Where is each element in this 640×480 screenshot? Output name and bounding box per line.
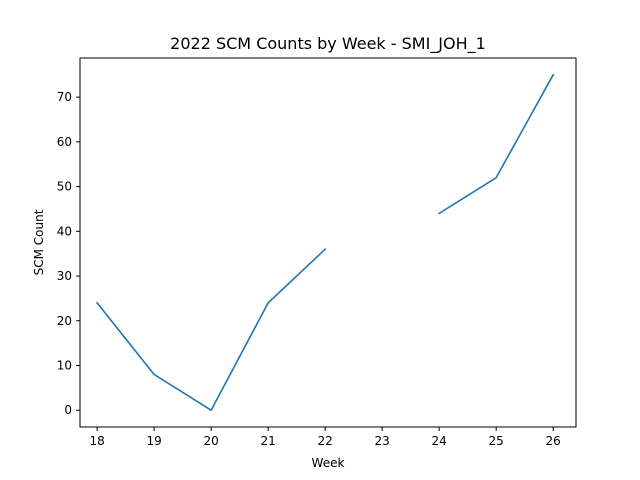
x-tick-label: 18 bbox=[89, 434, 104, 448]
y-axis-label: SCM Count bbox=[32, 209, 46, 275]
axes-frame bbox=[79, 57, 577, 428]
series-line-segment bbox=[438, 73, 555, 215]
y-tick-label: 60 bbox=[57, 135, 72, 149]
plot-area bbox=[95, 73, 555, 412]
x-tick-label: 24 bbox=[432, 434, 447, 448]
y-tick-label: 20 bbox=[57, 314, 72, 328]
y-tick-label: 70 bbox=[57, 90, 72, 104]
series-line-segment bbox=[95, 248, 327, 412]
x-axis-label: Week bbox=[312, 456, 345, 470]
y-tick-label: 30 bbox=[57, 269, 72, 283]
x-tick-label: 23 bbox=[375, 434, 390, 448]
x-tick-label: 26 bbox=[546, 434, 561, 448]
x-tick-label: 21 bbox=[260, 434, 275, 448]
y-axis: 0 10 20 30 40 50 60 70 bbox=[57, 90, 80, 417]
x-tick-label: 22 bbox=[318, 434, 333, 448]
chart-title: 2022 SCM Counts by Week - SMI_JOH_1 bbox=[170, 34, 486, 54]
y-tick-label: 40 bbox=[57, 224, 72, 238]
x-tick-label: 25 bbox=[489, 434, 504, 448]
y-tick-label: 50 bbox=[57, 180, 72, 194]
y-tick-label: 10 bbox=[57, 359, 72, 373]
x-tick-label: 20 bbox=[203, 434, 218, 448]
x-axis: 18 19 20 21 22 23 24 25 26 bbox=[89, 427, 561, 448]
x-tick-label: 19 bbox=[146, 434, 161, 448]
y-tick-label: 0 bbox=[64, 403, 72, 417]
